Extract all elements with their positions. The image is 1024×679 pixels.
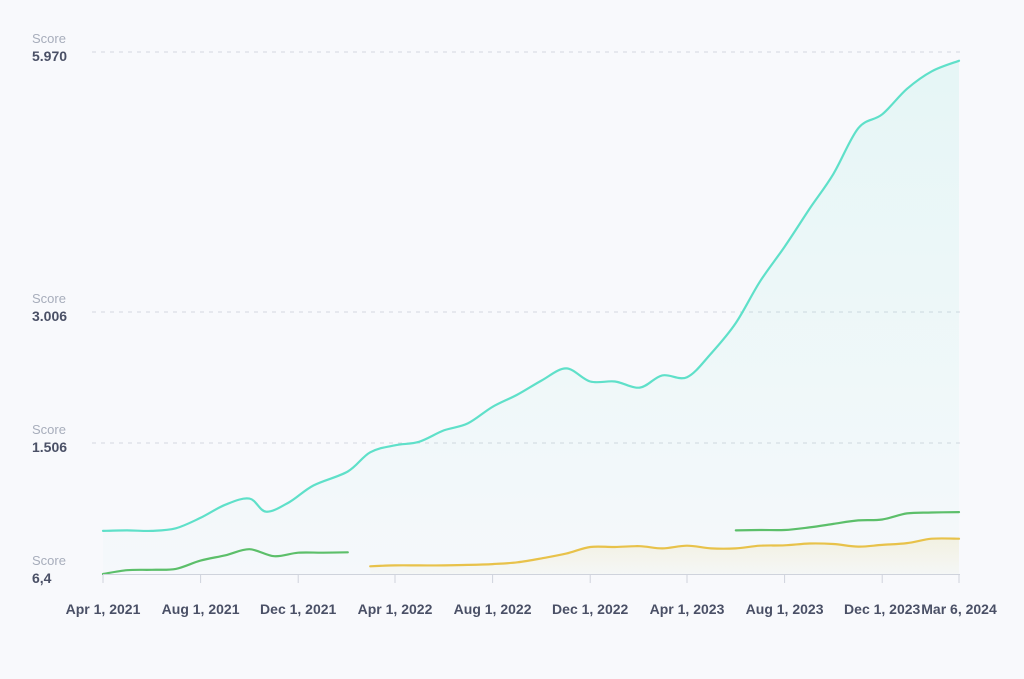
x-tick-label: Apr 1, 2023 <box>650 601 725 617</box>
x-tick-label: Mar 6, 2024 <box>921 601 997 617</box>
x-tick-label: Apr 1, 2021 <box>66 601 141 617</box>
y-tick-caption: Score <box>32 422 66 437</box>
series-areas <box>103 60 959 575</box>
y-axis: Score 6,4 Score 1.506 Score 3.006 Score 5.970 <box>32 31 67 586</box>
x-tick-label: Aug 1, 2021 <box>162 601 240 617</box>
x-tick-label: Aug 1, 2022 <box>454 601 532 617</box>
x-tick-label: Dec 1, 2022 <box>552 601 628 617</box>
series-line <box>369 537 961 568</box>
y-tick-caption: Score <box>32 553 66 568</box>
y-tick-caption: Score <box>32 291 66 306</box>
series-line <box>101 548 349 576</box>
y-tick-caption: Score <box>32 31 66 46</box>
y-tick-label: 3.006 <box>32 308 67 324</box>
x-tick-label: Aug 1, 2023 <box>746 601 824 617</box>
series-line <box>734 511 961 532</box>
x-axis: Apr 1, 2021 Aug 1, 2021 Dec 1, 2021 Apr 1, … <box>66 574 997 617</box>
series-lines <box>101 59 961 576</box>
y-tick-label: 6,4 <box>32 570 52 586</box>
series-line <box>101 59 961 533</box>
x-tick-label: Dec 1, 2021 <box>260 601 336 617</box>
y-tick-label: 5.970 <box>32 48 67 64</box>
x-tick-label: Dec 1, 2023 <box>844 601 920 617</box>
y-tick-label: 1.506 <box>32 439 67 455</box>
x-tick-label: Apr 1, 2022 <box>358 601 433 617</box>
series-area <box>103 60 959 575</box>
series-area <box>370 538 959 574</box>
